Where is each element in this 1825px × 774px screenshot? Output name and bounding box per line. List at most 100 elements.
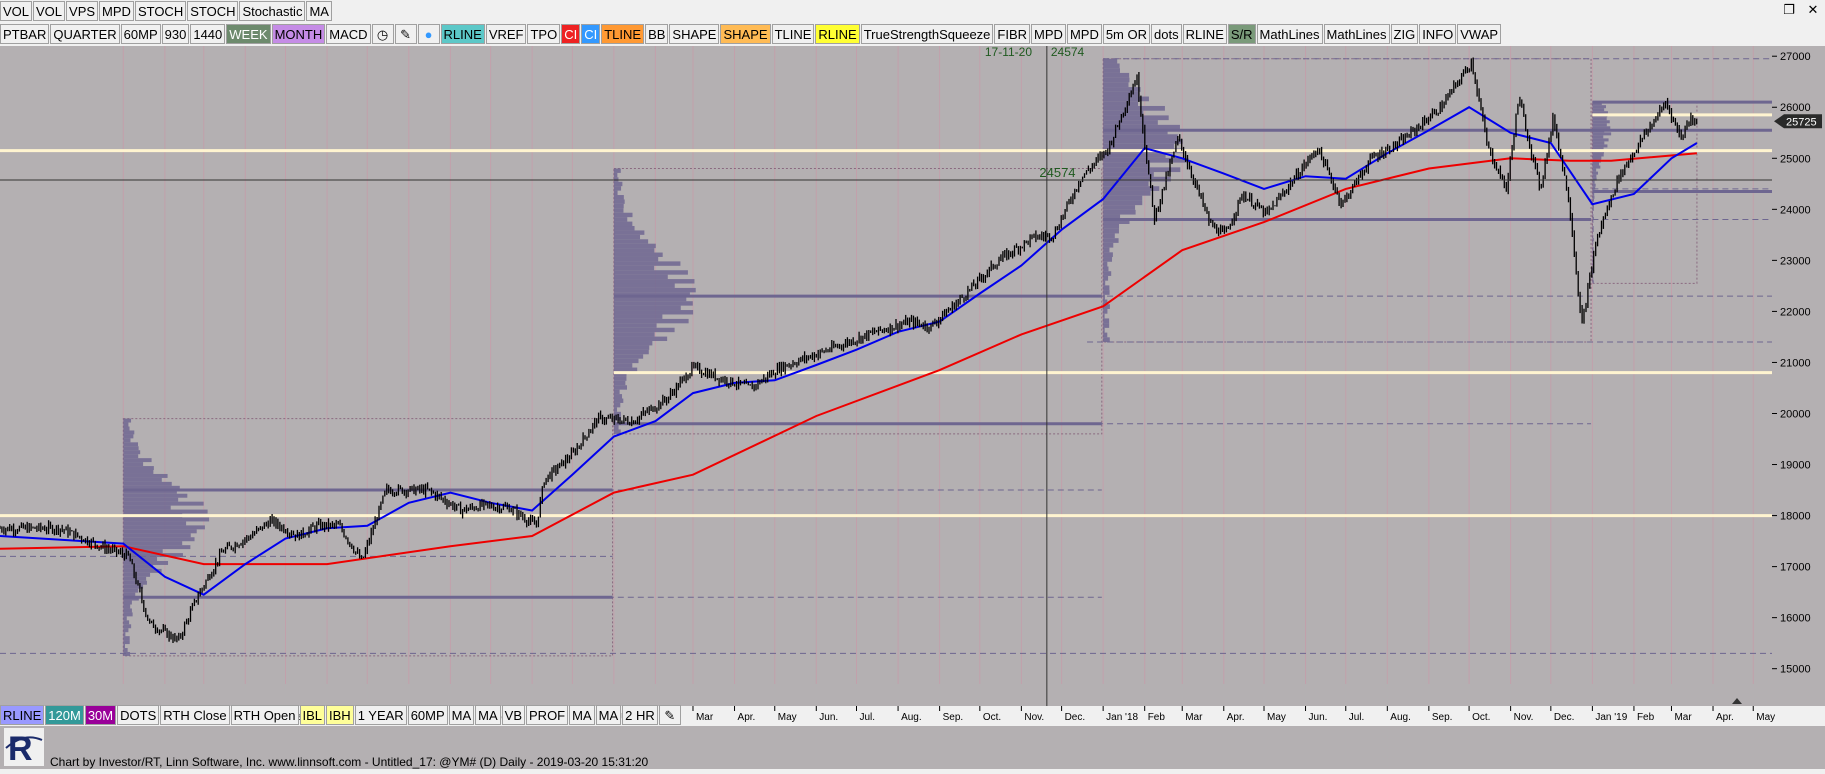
profile-bar xyxy=(614,257,658,261)
profile-bar xyxy=(1103,248,1109,253)
profile-bar xyxy=(1103,200,1142,205)
profile-bar xyxy=(1103,68,1120,73)
profile-bar xyxy=(123,616,126,620)
vb-button[interactable]: VB xyxy=(502,705,525,725)
profile-bar xyxy=(1103,295,1105,300)
profile-bar xyxy=(123,466,154,470)
ma-button[interactable]: MA xyxy=(306,1,332,21)
1440-button[interactable]: 1440 xyxy=(190,24,225,44)
rth-close-button[interactable]: RTH Close xyxy=(160,705,229,725)
ma-button[interactable]: MA xyxy=(475,705,501,725)
shape-button[interactable]: SHAPE xyxy=(669,24,719,44)
vps-button[interactable]: VPS xyxy=(66,1,98,21)
dots-button[interactable]: DOTS xyxy=(117,705,159,725)
profile-bar xyxy=(123,652,130,656)
profile-bar xyxy=(1103,177,1171,182)
x-axis-tick-label: Aug. xyxy=(901,712,922,723)
1-year-button[interactable]: 1 YEAR xyxy=(355,705,407,725)
120m-button[interactable]: 120M xyxy=(45,705,84,725)
vol-button[interactable]: VOL xyxy=(33,1,65,21)
profile-bar xyxy=(1103,233,1115,238)
dots-button[interactable]: dots xyxy=(1151,24,1182,44)
profile-bar xyxy=(1103,87,1140,92)
ma-button[interactable]: MA xyxy=(449,705,475,725)
prof-button[interactable]: PROF xyxy=(526,705,568,725)
rline-button[interactable]: RLINE xyxy=(441,24,485,44)
930-button[interactable]: 930 xyxy=(162,24,190,44)
month-button[interactable]: MONTH xyxy=(272,24,326,44)
mpd-button[interactable]: MPD xyxy=(99,1,134,21)
profile-bar xyxy=(614,399,623,403)
stoch-button[interactable]: STOCH xyxy=(135,1,186,21)
30m-button[interactable]: 30M xyxy=(85,705,116,725)
restore-window-icon[interactable]: ❐ xyxy=(1777,2,1801,18)
profile-bar xyxy=(614,222,632,226)
mpd-button[interactable]: MPD xyxy=(1067,24,1102,44)
ibh-button[interactable]: IBH xyxy=(326,705,354,725)
profile-bar xyxy=(1103,257,1112,262)
rth-open-button[interactable]: RTH Open xyxy=(231,705,299,725)
60mp-button[interactable]: 60MP xyxy=(408,705,448,725)
profile-bar xyxy=(1592,169,1596,172)
profile-bar xyxy=(1103,229,1119,234)
x-axis-tick-label: Feb xyxy=(1148,712,1166,723)
info-button[interactable]: INFO xyxy=(1419,24,1456,44)
bb-button[interactable]: BB xyxy=(645,24,668,44)
vwap-button[interactable]: VWAP xyxy=(1457,24,1501,44)
ibl-button[interactable]: IBL xyxy=(300,705,326,725)
vref-button[interactable]: VREF xyxy=(486,24,527,44)
s-r-button[interactable]: S/R xyxy=(1228,24,1256,44)
profile-bar xyxy=(614,345,649,349)
week-button[interactable]: WEEK xyxy=(226,24,270,44)
tline-button[interactable]: TLINE xyxy=(772,24,815,44)
x-axis-tick-label: Jul. xyxy=(1349,712,1365,723)
60mp-button[interactable]: 60MP xyxy=(121,24,161,44)
profile-bar xyxy=(1103,309,1107,314)
profile-bar xyxy=(123,620,129,624)
clock-icon[interactable]: ◷ xyxy=(372,24,394,44)
ma-button[interactable]: MA xyxy=(596,705,622,725)
tline-button[interactable]: TLINE xyxy=(601,24,644,44)
drop-icon[interactable]: ● xyxy=(418,24,440,44)
profile-bar xyxy=(1103,323,1109,328)
profile-bar xyxy=(123,529,196,533)
profile-bar xyxy=(614,173,617,177)
macd-button[interactable]: MACD xyxy=(326,24,370,44)
mpd-button[interactable]: MPD xyxy=(1031,24,1066,44)
profile-bar xyxy=(614,376,627,380)
rline-button[interactable]: RLINE xyxy=(1183,24,1227,44)
rline-button[interactable]: RLINE xyxy=(815,24,859,44)
ci-button[interactable]: CI xyxy=(581,24,600,44)
profile-bar xyxy=(1103,266,1108,271)
profile-bar xyxy=(614,288,696,292)
shape-button[interactable]: SHAPE xyxy=(720,24,770,44)
ma-button[interactable]: MA xyxy=(569,705,595,725)
pencil-icon[interactable]: ✎ xyxy=(395,24,417,44)
quarter-button[interactable]: QUARTER xyxy=(50,24,119,44)
profile-bar xyxy=(123,581,147,585)
5m-or-button[interactable]: 5m OR xyxy=(1103,24,1150,44)
fibr-button[interactable]: FIBR xyxy=(994,24,1030,44)
mathlines-button[interactable]: MathLines xyxy=(1324,24,1390,44)
pencil-icon[interactable]: ✎ xyxy=(659,705,681,725)
profile-bar xyxy=(123,506,170,510)
stochastic-button[interactable]: Stochastic xyxy=(239,1,305,21)
ci-button[interactable]: CI xyxy=(561,24,580,44)
x-axis-tick-label: Dec. xyxy=(1554,712,1575,723)
y-axis-tick-label: 23000 xyxy=(1780,255,1811,267)
zig-button[interactable]: ZIG xyxy=(1391,24,1419,44)
profile-bar xyxy=(614,261,681,265)
2-hr-button[interactable]: 2 HR xyxy=(622,705,658,725)
profile-bar xyxy=(1592,132,1611,135)
rline-button[interactable]: RLINE xyxy=(0,705,44,725)
profile-bar xyxy=(123,608,132,612)
mathlines-button[interactable]: MathLines xyxy=(1257,24,1323,44)
tpo-button[interactable]: TPO xyxy=(527,24,560,44)
stoch-button[interactable]: STOCH xyxy=(187,1,238,21)
close-window-icon[interactable]: ✕ xyxy=(1801,2,1825,18)
vol-button[interactable]: VOL xyxy=(0,1,32,21)
truestrengthsqueeze-button[interactable]: TrueStrengthSqueeze xyxy=(861,24,994,44)
ptbar-button[interactable]: PTBAR xyxy=(0,24,49,44)
